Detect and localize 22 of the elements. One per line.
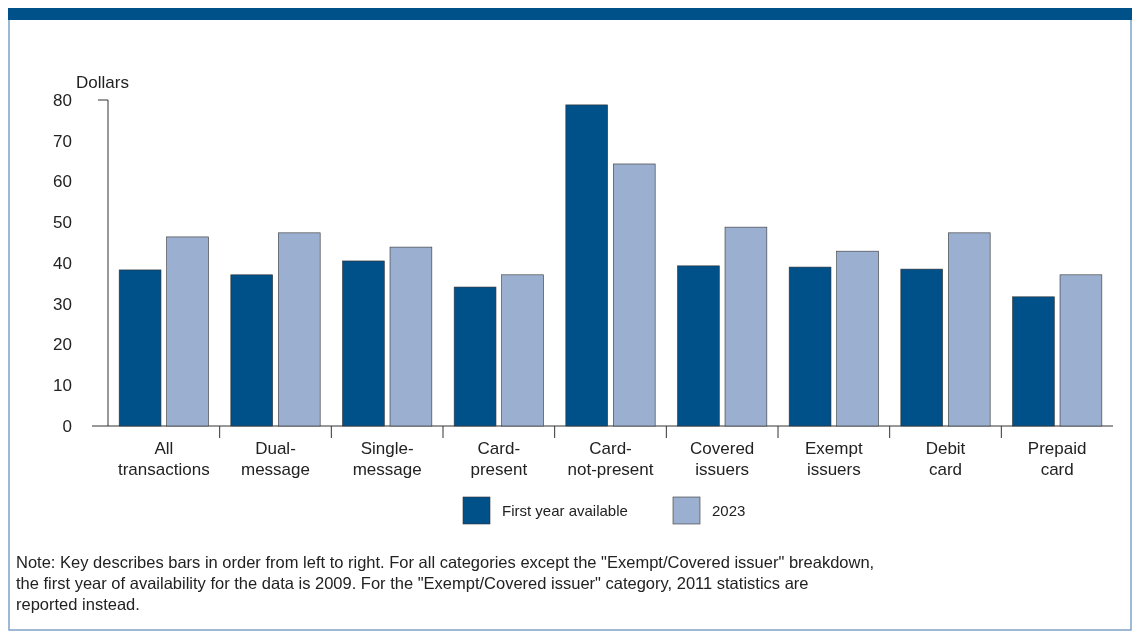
x-tick-label: Prepaid card [1027, 439, 1087, 479]
text: Note: Key describes bars in order from left to right. For all categories except the "Exempt/Covered issuer" breakdown, the first year of availability for the data is 2009. For the "Exempt/Covered issuer" category, 2011 statistics are reported instead. [16, 553, 875, 613]
x-tick-label: Card-present [470, 439, 528, 479]
x-tick-label: Dual-message [241, 439, 310, 479]
y-tick-label: 40 [53, 253, 72, 273]
y-tick-label: 50 [53, 213, 72, 233]
legend-label: First year available [502, 502, 628, 520]
y-axis-title: Dollars [76, 73, 129, 92]
x-tick-label: All transactions [118, 439, 210, 479]
y-tick-label: 0 [62, 416, 72, 436]
x-tick-label: Exempt issuers [805, 439, 863, 479]
y-tick-label: 60 [53, 172, 72, 192]
y-tick-label: 20 [53, 335, 72, 355]
x-tick-label: Debit card [925, 439, 966, 479]
x-tick-label: Single-message [352, 439, 422, 479]
x-tick-label: Covered issuers [690, 439, 755, 479]
y-tick-label: 10 [53, 376, 72, 396]
x-tick-label: Card-not-present [567, 439, 654, 479]
legend-label: 2023 [712, 502, 746, 520]
y-tick-label: 70 [53, 131, 72, 151]
y-tick-label: 80 [53, 90, 72, 110]
y-tick-label: 30 [53, 294, 72, 314]
